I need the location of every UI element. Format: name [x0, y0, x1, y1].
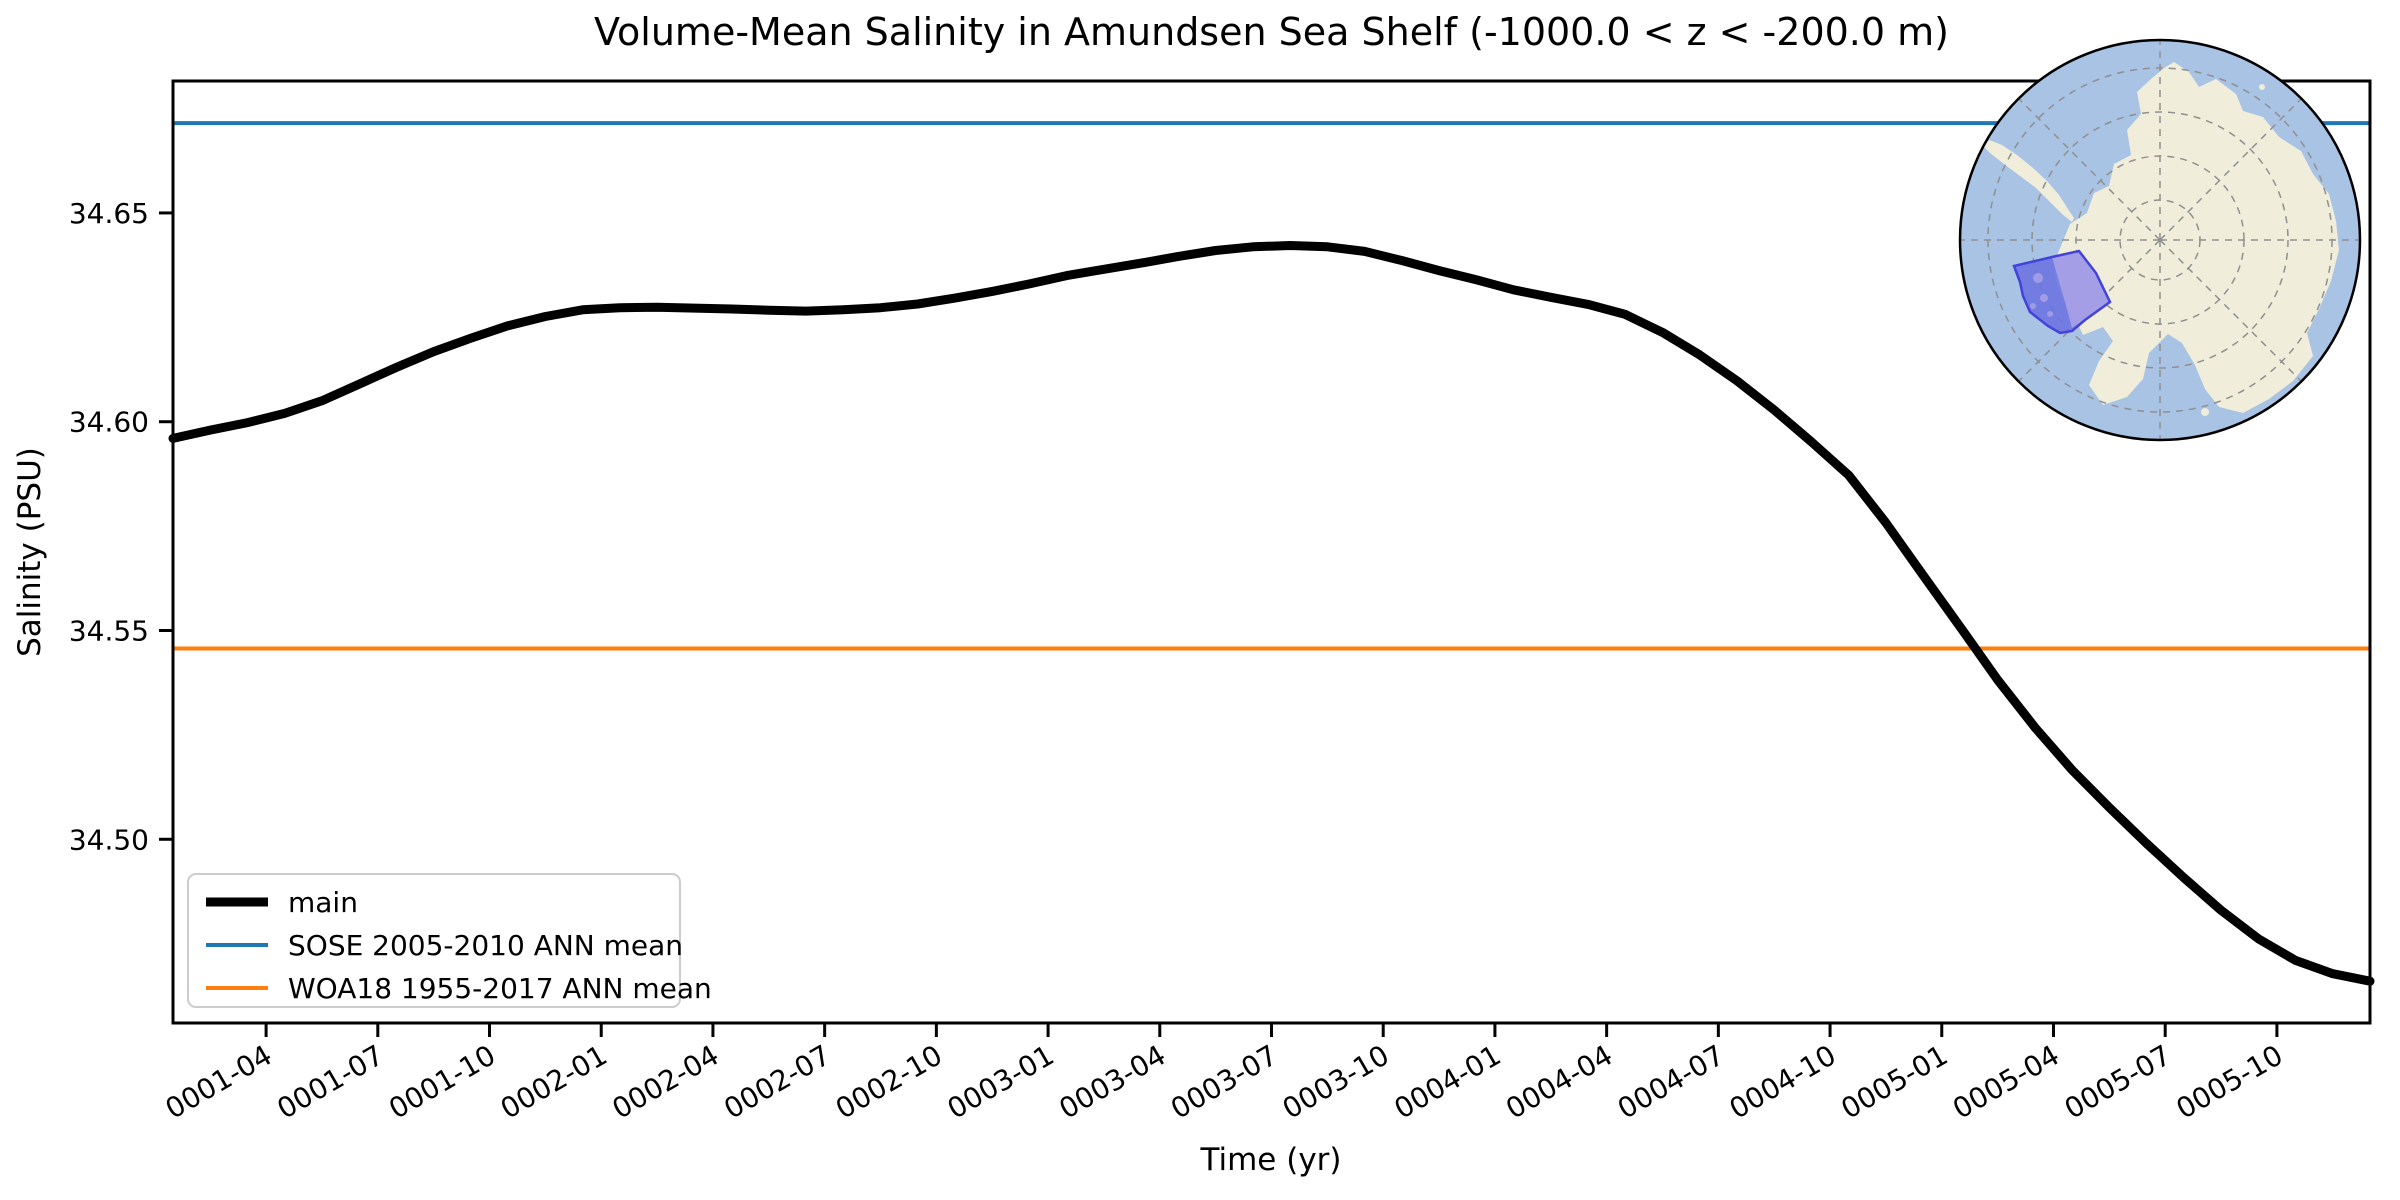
x-tick-label: 0002-10: [830, 1038, 948, 1125]
y-axis-label: Salinity (PSU): [12, 447, 48, 657]
antarctica-inset-map: [1958, 38, 2362, 442]
x-tick-label: 0003-10: [1277, 1038, 1395, 1125]
y-tick-label: 34.65: [69, 197, 149, 230]
x-tick-label: 0002-04: [607, 1038, 725, 1125]
map-island: [2201, 408, 2209, 416]
legend-entry-label: WOA18 1955-2017 ANN mean: [288, 972, 712, 1005]
y-axis-ticks: 34.65 34.60 34.55 34.50: [69, 197, 173, 856]
legend: main SOSE 2005-2010 ANN mean WOA18 1955-20…: [187, 873, 712, 1008]
main-salinity-line: [168, 241, 2375, 986]
map-antarctica-landmass: [2054, 62, 2339, 413]
x-tick-label: 0001-07: [271, 1038, 389, 1125]
legend-entry-label: main: [288, 886, 358, 919]
x-tick-label: 0002-07: [718, 1038, 836, 1125]
map-region-amundsen-shelf-land: [2052, 251, 2110, 328]
map-region-border: [2012, 249, 2112, 335]
x-tick-label: 0004-01: [1389, 1038, 1507, 1125]
map-island: [2259, 84, 2265, 90]
legend-box: [187, 873, 681, 1008]
x-tick-label: 0001-04: [160, 1038, 278, 1125]
y-tick-label: 34.60: [69, 406, 149, 439]
x-tick-label: 0003-07: [1165, 1038, 1283, 1125]
legend-entry-label: SOSE 2005-2010 ANN mean: [288, 929, 683, 962]
map-island: [2217, 399, 2223, 405]
map-antarctic-peninsula: [1983, 140, 2074, 222]
x-axis-ticks: 0001-040001-070001-100002-010002-040002-…: [160, 1023, 2289, 1126]
map-border-circle: [1958, 38, 2362, 442]
x-axis-label: Time (yr): [1200, 1142, 1342, 1178]
y-tick-label: 34.55: [69, 615, 149, 648]
chart-title: Volume-Mean Salinity in Amundsen Sea She…: [594, 10, 1949, 54]
x-tick-label: 0004-04: [1500, 1038, 1618, 1125]
x-tick-label: 0003-01: [942, 1038, 1060, 1125]
map-region-island: [2047, 311, 2053, 317]
map-region-island: [2033, 273, 2043, 283]
x-tick-label: 0002-01: [495, 1038, 613, 1125]
x-tick-label: 0005-01: [1835, 1038, 1953, 1125]
x-tick-label: 0004-10: [1724, 1038, 1842, 1125]
map-region-island: [2030, 303, 2036, 309]
y-tick-label: 34.50: [69, 823, 149, 856]
x-tick-label: 0003-04: [1053, 1038, 1171, 1125]
x-tick-label: 0005-07: [2059, 1038, 2177, 1125]
x-tick-label: 0004-07: [1612, 1038, 1730, 1125]
x-tick-label: 0001-10: [383, 1038, 501, 1125]
x-tick-label: 0005-10: [2171, 1038, 2289, 1125]
map-region-island: [2040, 294, 2048, 302]
x-tick-label: 0005-04: [1947, 1038, 2065, 1125]
map-graticule: [1960, 40, 2360, 440]
